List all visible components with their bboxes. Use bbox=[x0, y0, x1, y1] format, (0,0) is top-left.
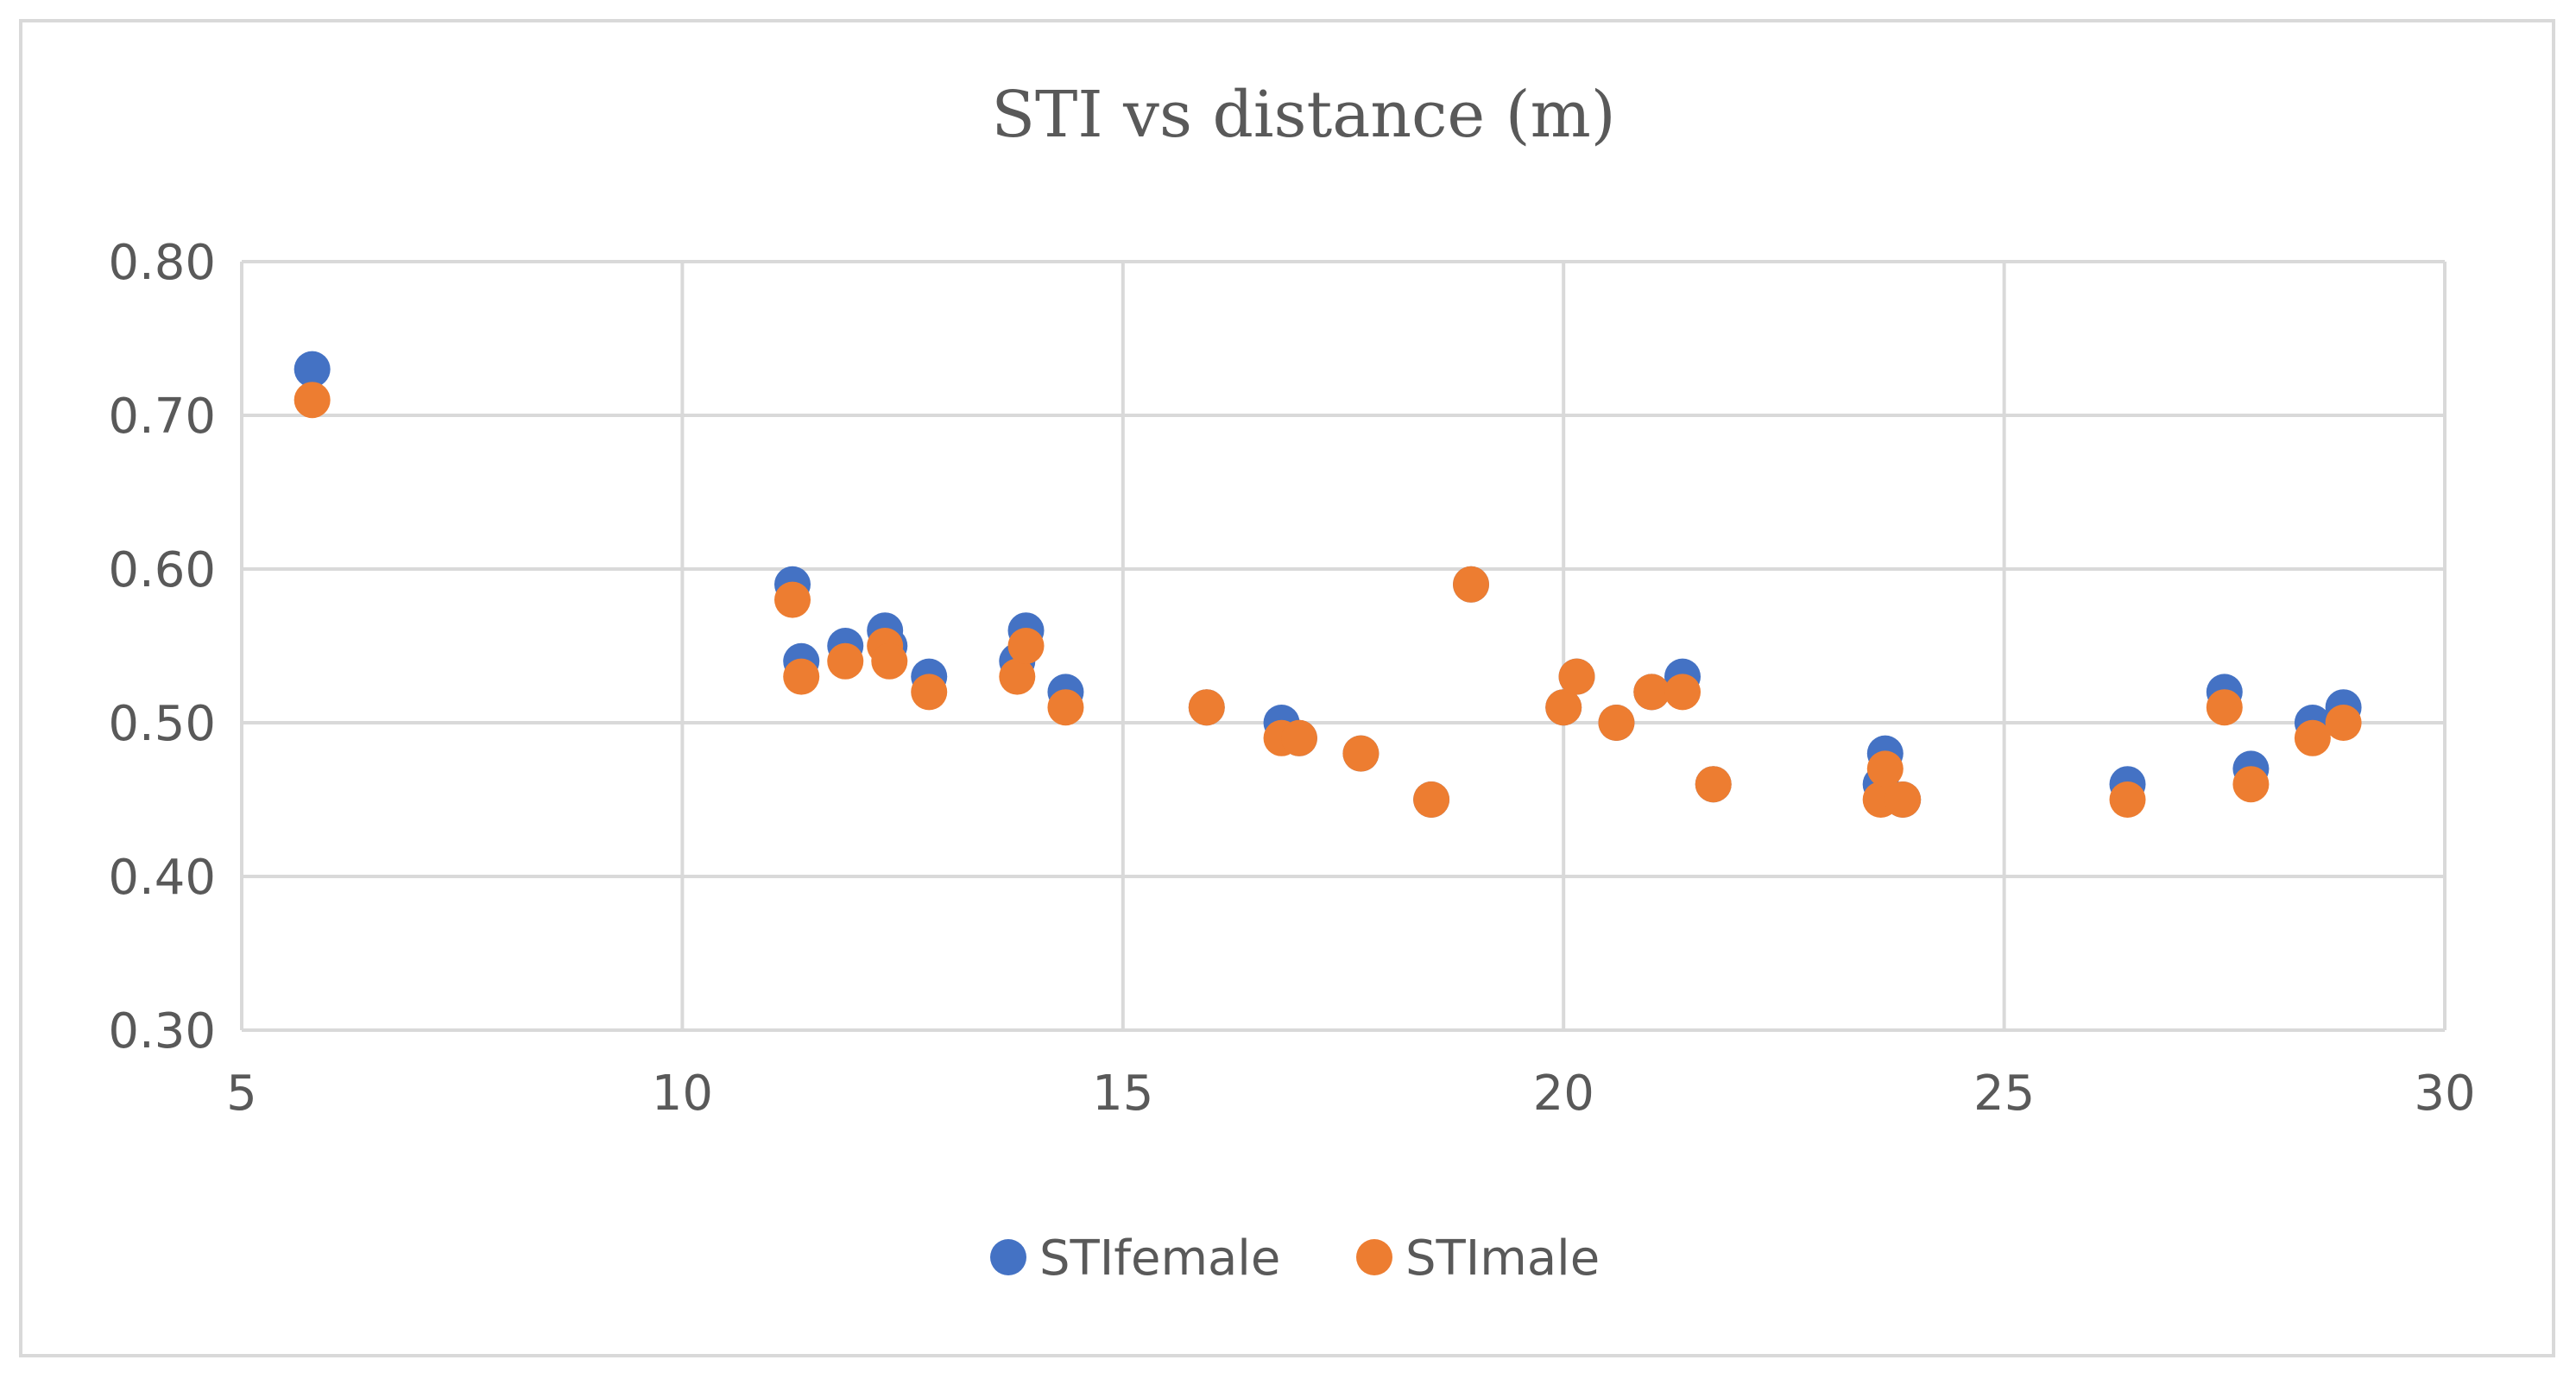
point-stimale bbox=[1413, 781, 1450, 818]
point-stimale bbox=[783, 658, 820, 695]
chart-title: STI vs distance (m) bbox=[991, 78, 1615, 152]
point-stimale bbox=[1280, 719, 1317, 756]
data-points bbox=[294, 351, 2362, 818]
y-axis-ticks: 0.30 0.40 0.50 0.60 0.70 0.80 bbox=[108, 235, 216, 1060]
x-tick-label: 15 bbox=[1092, 1066, 1153, 1122]
point-stimale bbox=[294, 382, 331, 419]
legend-label-stifemale: STIfemale bbox=[1039, 1230, 1280, 1287]
point-stimale bbox=[2325, 705, 2362, 741]
x-tick-label: 25 bbox=[1973, 1066, 2035, 1122]
point-stimale bbox=[911, 674, 948, 711]
y-tick-label: 0.70 bbox=[108, 389, 216, 445]
point-stimale bbox=[1885, 781, 1922, 818]
x-axis-ticks: 5 10 15 20 25 30 bbox=[226, 1066, 2475, 1122]
point-stimale bbox=[871, 642, 908, 680]
point-stimale bbox=[1695, 766, 1732, 803]
point-stimale bbox=[774, 581, 811, 618]
chart-canvas: STI vs distance (m) 0.30 0.40 0.50 0.60 0.70… bbox=[108, 78, 2475, 1287]
point-stimale bbox=[1633, 674, 1670, 711]
point-stimale bbox=[1545, 689, 1582, 726]
point-stimale bbox=[1047, 689, 1084, 726]
y-tick-label: 0.40 bbox=[108, 850, 216, 906]
point-stimale bbox=[2294, 719, 2331, 756]
point-stimale bbox=[1007, 628, 1045, 664]
point-stifemale bbox=[294, 351, 331, 388]
point-stimale bbox=[1188, 689, 1225, 726]
point-stimale bbox=[999, 658, 1036, 695]
point-stimale bbox=[1453, 566, 1490, 603]
legend: STIfemale STImale bbox=[990, 1230, 1600, 1287]
legend-marker-stimale bbox=[1356, 1239, 1392, 1275]
y-tick-label: 0.80 bbox=[108, 235, 216, 291]
y-tick-label: 0.60 bbox=[108, 542, 216, 598]
legend-label-stimale: STImale bbox=[1405, 1230, 1600, 1287]
chart-frame: STI vs distance (m) 0.30 0.40 0.50 0.60 0.70… bbox=[19, 19, 2555, 1357]
y-tick-label: 0.50 bbox=[108, 696, 216, 752]
point-stimale bbox=[1866, 750, 1904, 788]
point-stimale bbox=[1664, 674, 1702, 711]
point-stimale bbox=[827, 642, 864, 680]
grid-layer bbox=[240, 260, 2447, 1032]
x-tick-label: 5 bbox=[226, 1066, 257, 1122]
point-stimale bbox=[1342, 735, 1380, 772]
x-tick-label: 10 bbox=[652, 1066, 713, 1122]
point-stimale bbox=[2206, 689, 2243, 726]
point-stimale bbox=[2232, 766, 2270, 803]
point-stimale bbox=[1558, 658, 1595, 695]
point-stimale bbox=[2109, 781, 2146, 818]
y-tick-label: 0.30 bbox=[108, 1003, 216, 1060]
x-tick-label: 20 bbox=[1533, 1066, 1594, 1122]
x-tick-label: 30 bbox=[2414, 1066, 2475, 1122]
legend-marker-stifemale bbox=[990, 1239, 1026, 1275]
point-stimale bbox=[1598, 705, 1635, 741]
